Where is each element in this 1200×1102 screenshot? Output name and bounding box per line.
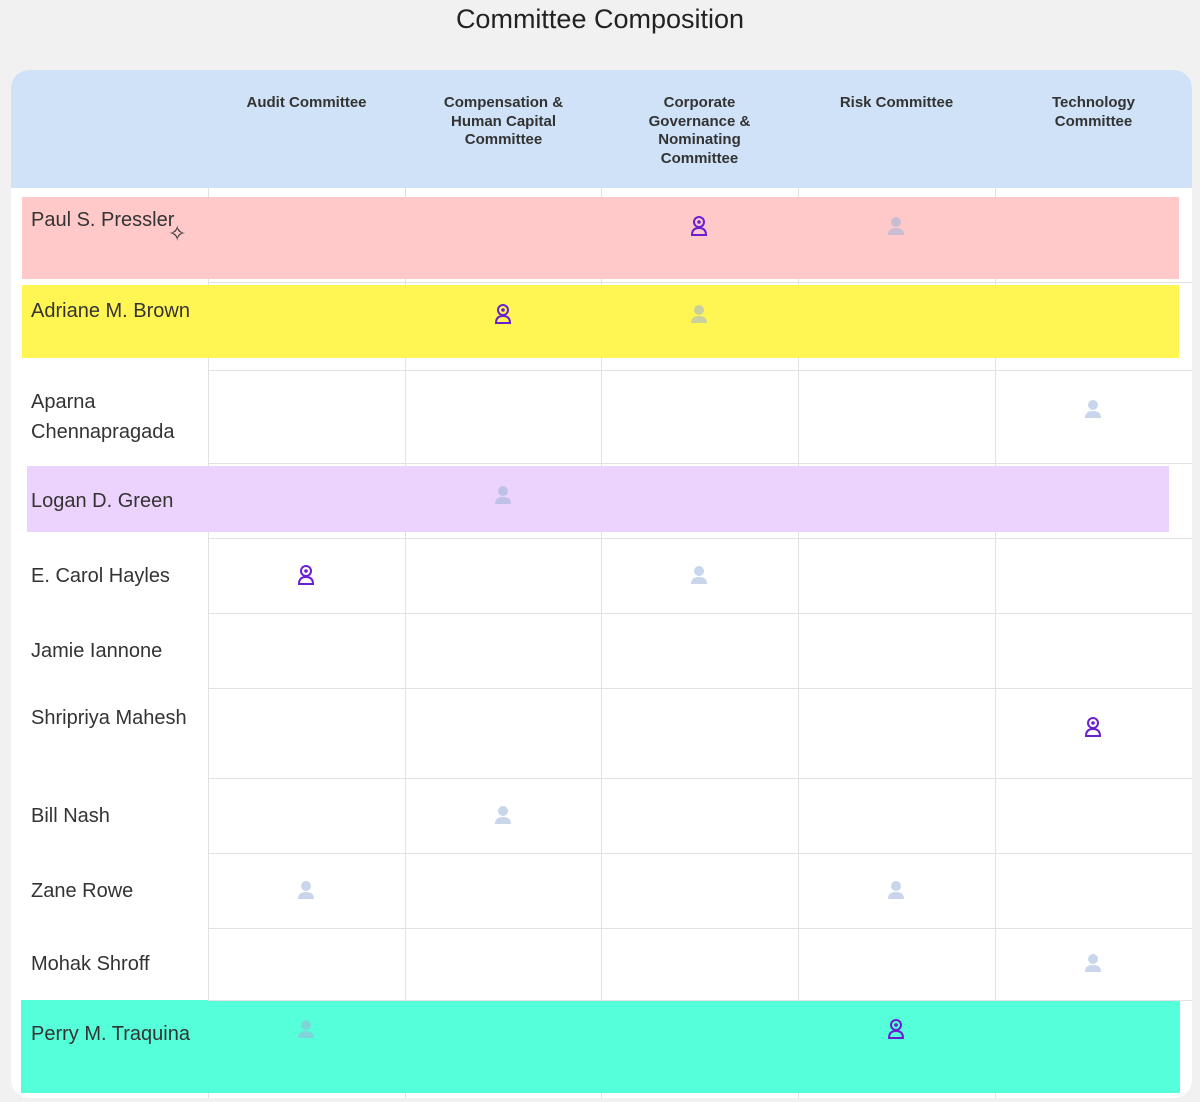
table-row: Adriane M. Brown xyxy=(11,282,1192,370)
table-row: Jamie Iannone xyxy=(11,613,1192,688)
column-divider xyxy=(995,188,996,1098)
table-row: Aparna Chennapragada xyxy=(11,370,1192,463)
table-header: Audit Committee Compensation & Human Capi… xyxy=(11,70,1192,188)
chair-person-icon xyxy=(1083,716,1103,738)
row-highlight xyxy=(21,1000,1180,1093)
member-person-icon xyxy=(1083,952,1103,974)
column-header: Audit Committee xyxy=(246,94,367,111)
member-person-icon xyxy=(886,215,906,237)
row-divider xyxy=(208,538,1192,539)
table-row: Paul S. Pressler ✧ xyxy=(11,188,1192,282)
member-person-icon xyxy=(1083,398,1103,420)
member-name: Perry M. Traquina xyxy=(31,1023,190,1045)
column-divider xyxy=(208,188,209,1098)
row-highlight xyxy=(22,285,1179,358)
row-divider xyxy=(208,688,1192,689)
row-divider xyxy=(208,370,1192,371)
member-name: Logan D. Green xyxy=(31,489,174,512)
column-header: Corporate Governance & Nominating Commit… xyxy=(648,94,751,167)
member-name: Bill Nash xyxy=(31,804,110,827)
table-row: Bill Nash xyxy=(11,778,1192,853)
committee-table: Audit Committee Compensation & Human Capi… xyxy=(11,70,1192,1098)
row-divider xyxy=(208,1000,1192,1001)
member-person-icon xyxy=(493,484,513,506)
member-person-icon xyxy=(493,804,513,826)
member-person-icon xyxy=(689,303,709,325)
page-title: Committee Composition xyxy=(455,4,745,34)
row-divider xyxy=(208,282,1192,283)
chair-person-icon xyxy=(886,1018,906,1040)
chair-person-icon xyxy=(689,215,709,237)
member-name: Zane Rowe xyxy=(31,879,134,902)
row-highlight xyxy=(22,197,1179,279)
table-row: E. Carol Hayles xyxy=(11,538,1192,613)
row-divider xyxy=(208,613,1192,614)
member-person-icon xyxy=(886,879,906,901)
table-row: Mohak Shroff xyxy=(11,928,1192,1000)
table-row: Shripriya Mahesh xyxy=(11,688,1192,778)
row-divider xyxy=(208,928,1192,929)
star-icon: ✧ xyxy=(168,221,187,246)
table-row: Logan D. Green xyxy=(11,463,1192,538)
column-divider xyxy=(601,188,602,1098)
table-row: Zane Rowe xyxy=(11,853,1192,928)
member-name: Shripriya Mahesh xyxy=(31,707,187,729)
chair-person-icon xyxy=(296,564,316,586)
column-header: Risk Committee xyxy=(839,94,954,111)
member-name: Jamie Iannone xyxy=(31,639,163,662)
column-header: Technology Committee xyxy=(1051,94,1136,130)
column-header: Compensation & Human Capital Committee xyxy=(443,94,564,148)
table-row: Perry M. Traquina xyxy=(11,1000,1192,1098)
row-highlight xyxy=(27,466,1169,532)
column-divider xyxy=(798,188,799,1098)
row-divider xyxy=(208,463,1192,464)
row-divider xyxy=(208,853,1192,854)
chair-person-icon xyxy=(493,303,513,325)
member-person-icon xyxy=(296,879,316,901)
member-name: Adriane M. Brown xyxy=(31,300,190,322)
row-divider xyxy=(208,778,1192,779)
member-name: Aparna Chennapragada xyxy=(31,390,175,443)
member-name: Paul S. Pressler xyxy=(31,209,175,231)
column-divider xyxy=(405,188,406,1098)
member-name: E. Carol Hayles xyxy=(31,564,170,587)
member-name: Mohak Shroff xyxy=(31,953,150,975)
member-person-icon xyxy=(689,564,709,586)
member-person-icon xyxy=(296,1018,316,1040)
